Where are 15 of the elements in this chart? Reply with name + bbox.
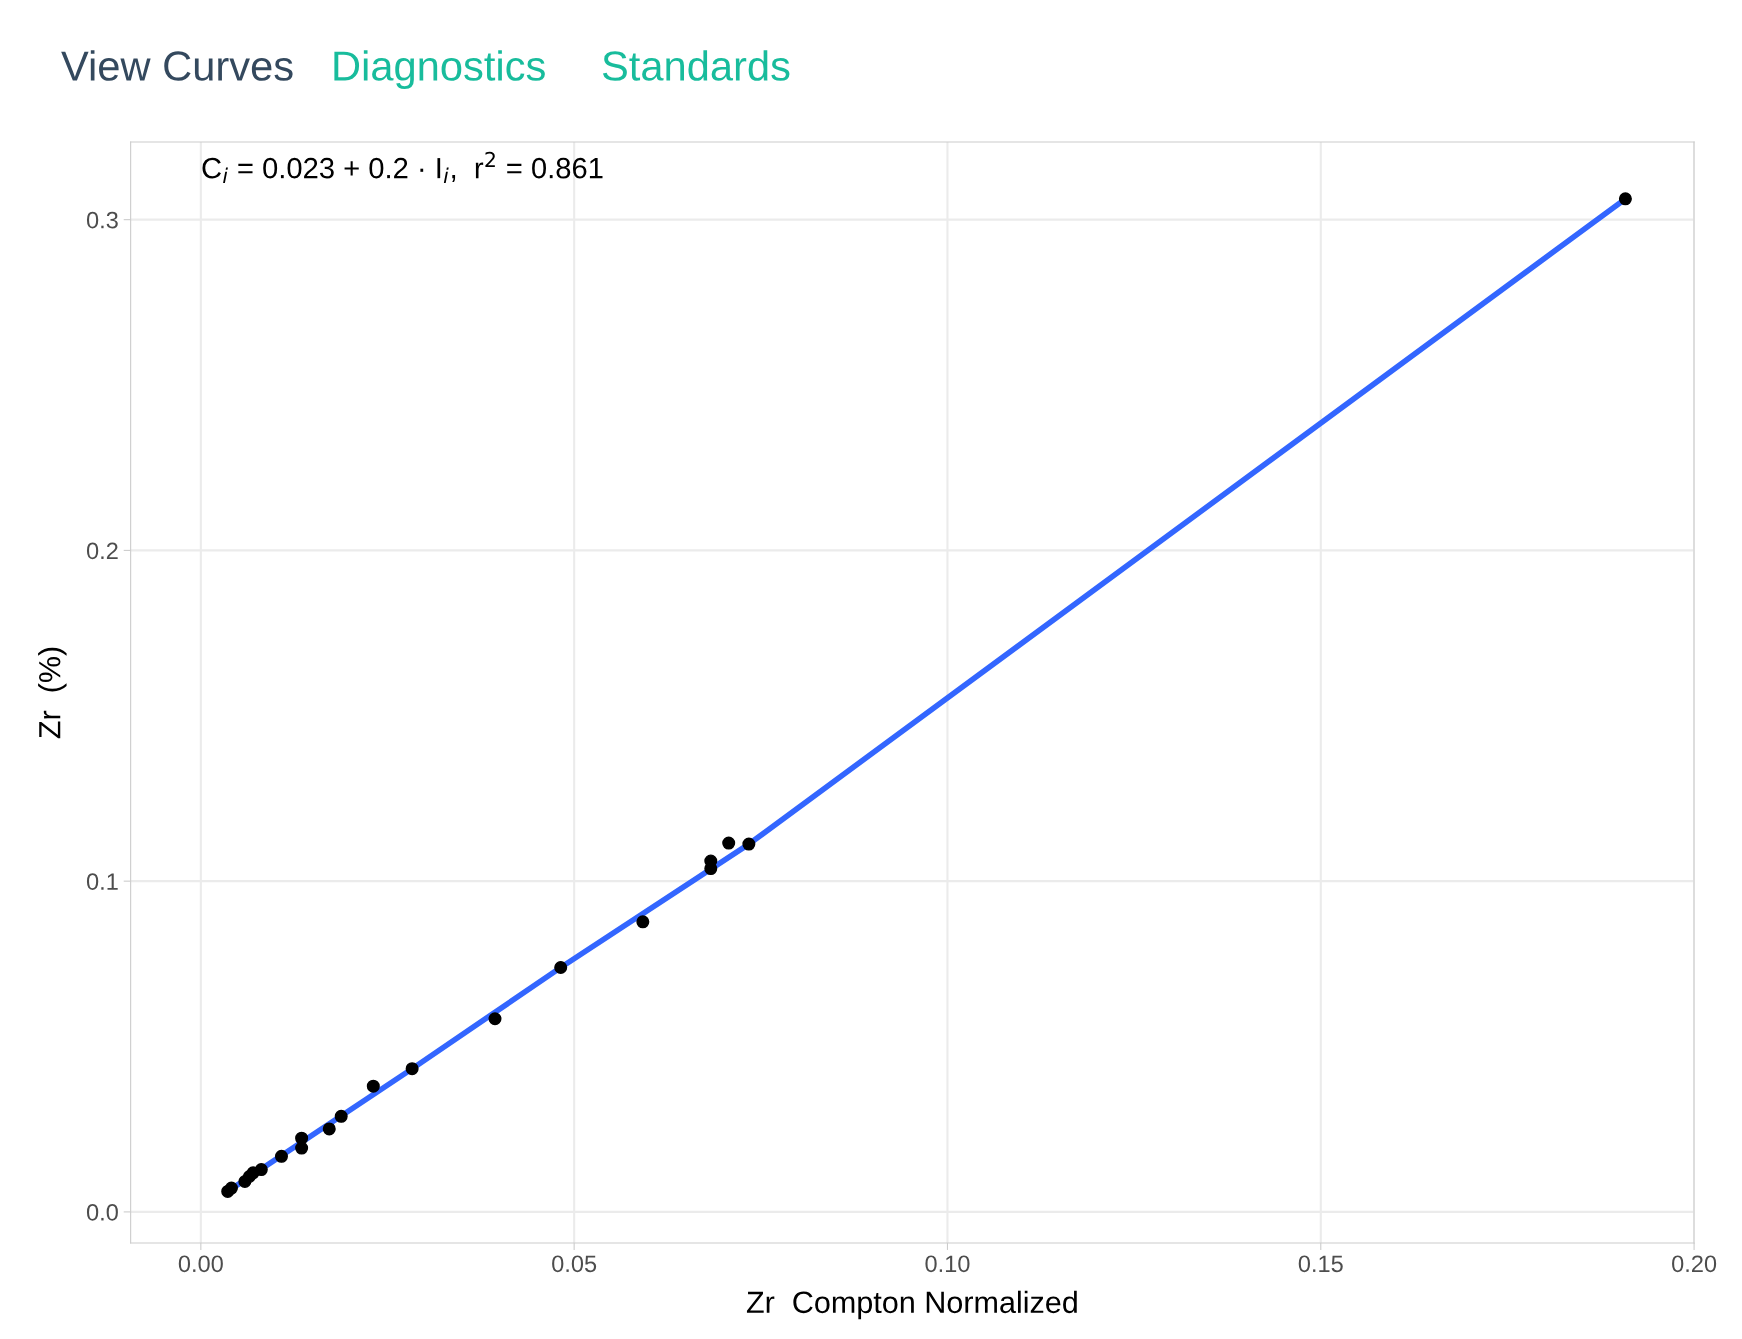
- x-axis-title: Zr Compton Normalized: [746, 1290, 1077, 1320]
- x-tick-label: 0.20: [1672, 1255, 1717, 1273]
- y-axis-title: Zr (%): [38, 647, 67, 739]
- x-tick-label: 0.15: [1298, 1255, 1343, 1273]
- y-tick-label: 0.0: [86, 1203, 118, 1221]
- text: Standards: [602, 50, 790, 81]
- y-tick-label: 0.3: [86, 211, 118, 229]
- x-tick-label: 0.10: [925, 1255, 970, 1273]
- annotation: C$_{i}$ = 0.023 + 0.2 · I$_{i}$, r$^{2}$ = 0.861: [202, 151, 603, 183]
- x-tick-label: 0.05: [552, 1255, 597, 1273]
- y-tick-label: 0.1: [86, 873, 118, 890]
- text: View Curves: [61, 50, 293, 81]
- text: Diagnostics: [334, 50, 545, 90]
- y-tick-label: 0.2: [86, 542, 118, 560]
- x-tick-label: 0.00: [178, 1255, 223, 1273]
